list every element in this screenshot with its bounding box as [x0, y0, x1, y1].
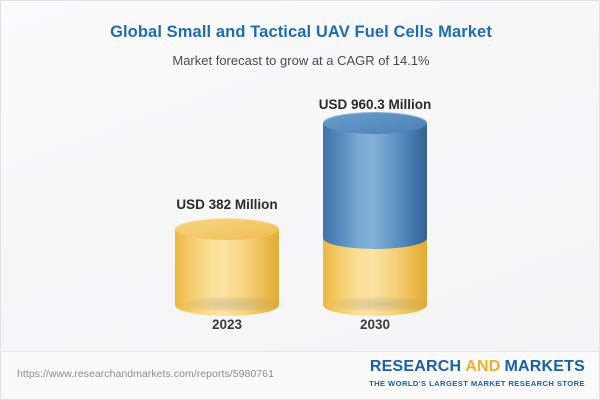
bar-shadow — [327, 296, 433, 312]
logo-word-and: AND — [465, 358, 501, 375]
segment-bottom-cap — [323, 227, 427, 249]
logo-tagline: THE WORLD'S LARGEST MARKET RESEARCH STOR… — [369, 378, 585, 388]
bar-group-2030: USD 960.3 Million 2030 — [295, 1, 455, 353]
report-url[interactable]: https://www.researchandmarkets.com/repor… — [17, 368, 274, 380]
brand-logo[interactable]: RESEARCH AND MARKETS THE WORLD'S LARGEST M… — [369, 358, 585, 388]
logo-word-markets: MARKETS — [504, 358, 585, 375]
bar-shadow — [179, 296, 285, 312]
segment-bottom-cap — [323, 294, 427, 316]
segment-body — [323, 123, 427, 238]
logo-wordmark: RESEARCH AND MARKETS — [369, 358, 585, 376]
category-label-2023: 2023 — [211, 317, 243, 332]
segment-body — [175, 229, 279, 305]
segment-bottom-cap — [175, 294, 279, 316]
segment-body — [323, 238, 427, 305]
chart-header: Global Small and Tactical UAV Fuel Cells… — [1, 1, 599, 68]
bar-group-2023: USD 382 Million 2023 — [147, 1, 307, 353]
bar-segment-2023-base — [175, 218, 279, 316]
chart-title: Global Small and Tactical UAV Fuel Cells… — [110, 23, 492, 41]
chart-subtitle: Market forecast to grow at a CAGR of 14.… — [172, 52, 430, 68]
bar-cylinder-2030[interactable] — [323, 112, 433, 316]
bar-segment-2030-growth — [323, 112, 427, 249]
segment-top-cap — [323, 112, 427, 134]
bar-segment-2030-base — [323, 238, 427, 316]
bar-cylinder-2023[interactable] — [175, 218, 285, 316]
bar-value-label-2030: USD 960.3 Million — [318, 97, 432, 112]
logo-word-research: RESEARCH — [369, 358, 462, 375]
segment-top-cap — [175, 218, 279, 240]
category-label-2030: 2030 — [359, 317, 391, 332]
bar-value-label-2023: USD 382 Million — [176, 197, 278, 212]
footer: https://www.researchandmarkets.com/repor… — [1, 351, 599, 399]
chart-plot-area: USD 382 Million 2023 USD 960.3 Million — [1, 1, 599, 353]
